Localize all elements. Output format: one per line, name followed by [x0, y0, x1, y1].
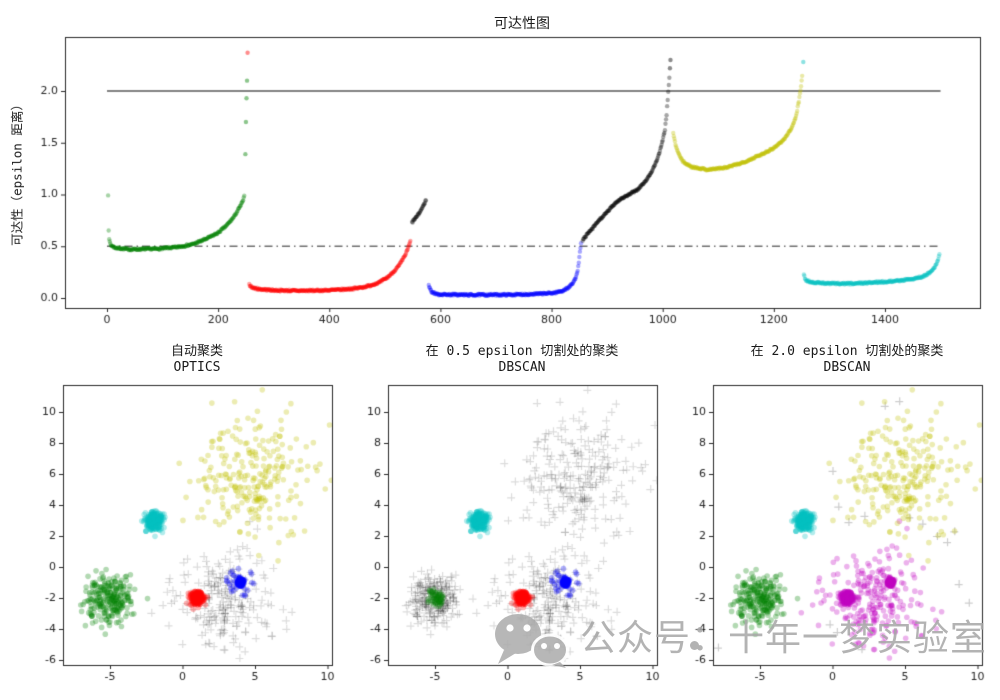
reachability-ylabel: 可达性（epsilon 距离）	[9, 98, 25, 246]
subplot-title-line2: OPTICS	[173, 360, 221, 375]
subplot-title-dbscan-05: 在 0.5 epsilon 切割处的聚类 DBSCAN	[426, 344, 619, 376]
subplot-title-line1: 自动聚类	[170, 344, 224, 359]
subplot-title-dbscan-20: 在 2.0 epsilon 切割处的聚类 DBSCAN	[751, 344, 944, 376]
subplot-title-line2: DBSCAN	[498, 360, 546, 375]
subplot-title-line1: 在 2.0 epsilon 切割处的聚类	[750, 344, 944, 359]
subplot-title-optics: 自动聚类 OPTICS	[171, 344, 223, 376]
subplot-title-line1: 在 0.5 epsilon 切割处的聚类	[425, 344, 619, 359]
subplot-title-line2: DBSCAN	[823, 360, 871, 375]
reachability-title: 可达性图	[494, 16, 550, 32]
